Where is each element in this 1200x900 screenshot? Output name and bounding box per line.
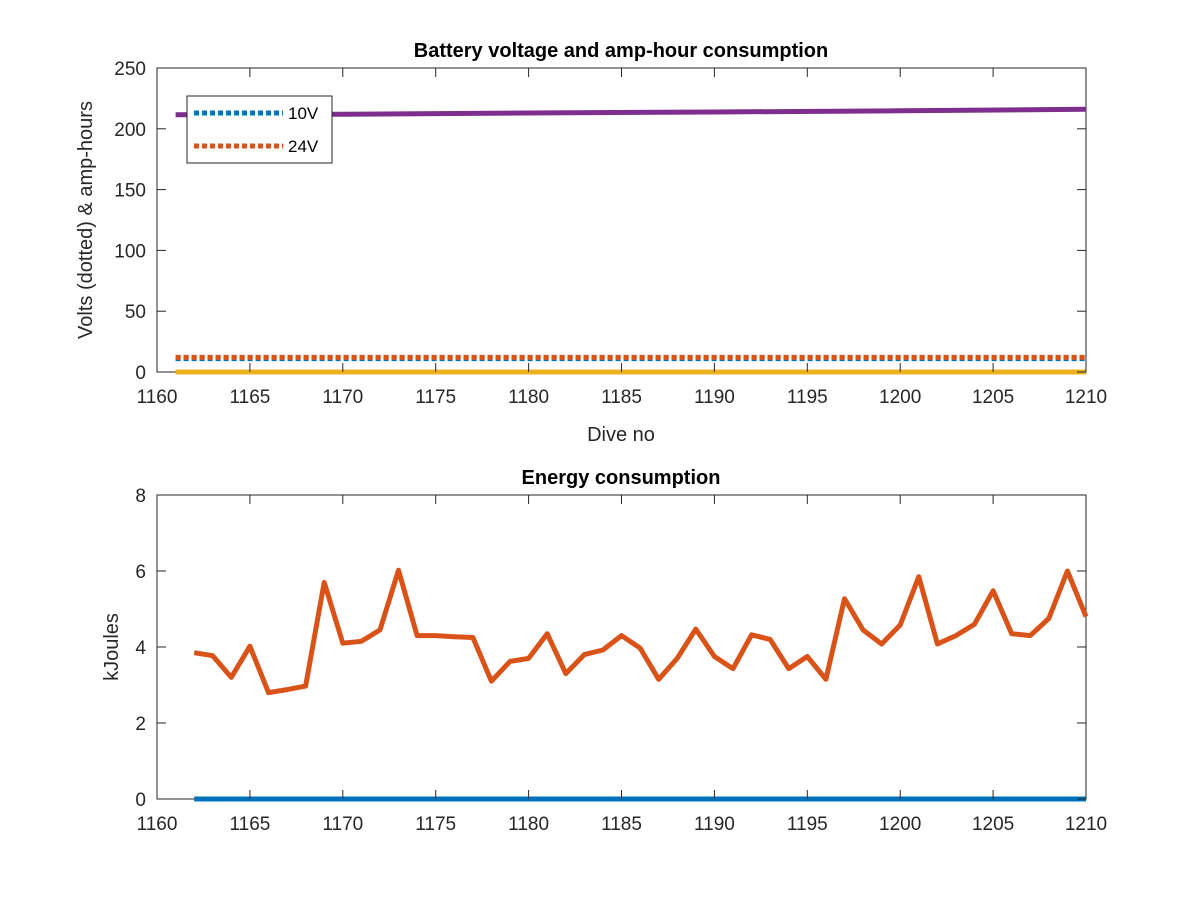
voltage-y-tick-label: 0 [135, 363, 146, 384]
energy-ticks-layer: 1160 1165 1170 1175 1180 1185 1190 1195 1200 1205… [135, 486, 1107, 835]
voltage-x-tick-label: 1205 [972, 387, 1014, 408]
energy-chart-title: Energy consumption [522, 467, 721, 489]
voltage-x-tick-label: 1190 [694, 387, 735, 408]
energy-y-tick-label: 8 [135, 486, 146, 507]
energy-x-tick-label: 1170 [322, 814, 363, 835]
voltage-x-tick-label: 1195 [787, 387, 828, 408]
energy-axes-frame [156, 494, 1087, 800]
voltage-x-tick-label: 1165 [229, 387, 270, 408]
energy-x-tick-label: 1205 [972, 814, 1014, 835]
legend-label-10v: 10V [288, 104, 319, 123]
voltage-y-tick-label: 50 [125, 302, 146, 323]
voltage-x-tick-label: 1170 [322, 387, 363, 408]
energy-y-tick-label: 2 [135, 714, 146, 735]
voltage-x-tick-label: 1160 [137, 387, 178, 408]
energy-chart: 1160 1165 1170 1175 1180 1185 1190 1195 1200 1205… [101, 467, 1107, 835]
energy-x-tick-label: 1200 [879, 814, 921, 835]
legend-label-24v: 24V [288, 137, 319, 156]
voltage-x-tick-label: 1185 [601, 387, 642, 408]
voltage-y-tick-label: 250 [114, 59, 146, 80]
voltage-x-tick-label: 1180 [508, 387, 549, 408]
voltage-legend: 10V 24V [186, 95, 333, 164]
energy-y-tick-label: 4 [135, 638, 146, 659]
energy-y-tick-label: 6 [135, 562, 146, 583]
energy-x-tick-label: 1180 [508, 814, 549, 835]
voltage-ticks-layer: 1160 1165 1170 1175 1180 1185 1190 1195 1200 1205… [114, 59, 1107, 408]
energy-x-tick-label: 1195 [787, 814, 828, 835]
voltage-chart-title: Battery voltage and amp-hour consumption [414, 40, 828, 62]
energy-x-tick-label: 1165 [229, 814, 270, 835]
energy-x-tick-label: 1190 [694, 814, 735, 835]
voltage-y-tick-label: 150 [114, 181, 146, 202]
legend-box [186, 95, 333, 164]
energy-x-tick-label: 1160 [137, 814, 178, 835]
energy-x-tick-label: 1185 [601, 814, 642, 835]
voltage-y-tick-label: 200 [114, 120, 146, 141]
voltage-chart: 1160 1165 1170 1175 1180 1185 1190 1195 1200 1205… [75, 40, 1107, 446]
voltage-x-tick-label: 1200 [879, 387, 921, 408]
energy-series-1-line [193, 567, 1089, 696]
energy-x-tick-label: 1175 [415, 814, 456, 835]
voltage-y-tick-label: 100 [114, 241, 146, 262]
energy-x-tick-label: 1210 [1065, 814, 1107, 835]
voltage-y-axis-label: Volts (dotted) & amp-hours [75, 101, 97, 339]
voltage-x-tick-label: 1175 [415, 387, 456, 408]
voltage-x-axis-label: Dive no [587, 424, 655, 446]
energy-y-tick-label: 0 [135, 790, 146, 811]
voltage-x-tick-label: 1210 [1065, 387, 1107, 408]
energy-y-axis-label: kJoules [101, 613, 123, 681]
